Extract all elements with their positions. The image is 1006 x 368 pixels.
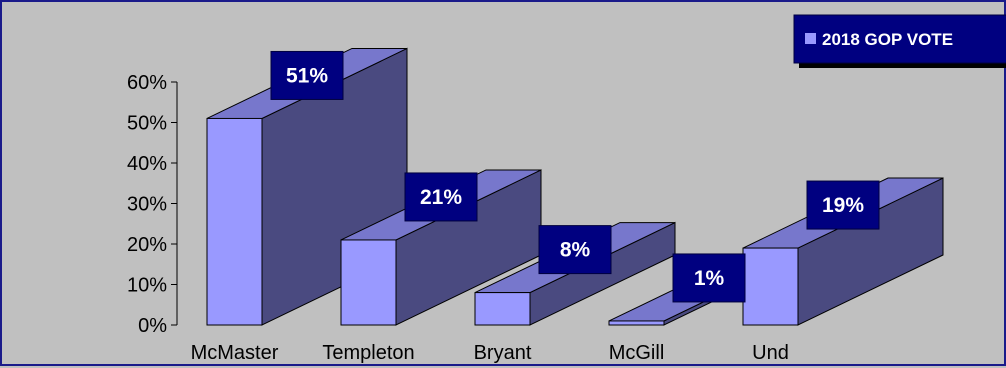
data-label: 21% (404, 172, 478, 222)
data-label-box (538, 225, 612, 275)
y-tick-label: 50% (127, 113, 167, 135)
y-tick-label: 40% (127, 153, 167, 175)
y-axis: 0% 10% 20% 30% 40% 50% 60% (127, 72, 178, 337)
data-label-box (806, 180, 880, 230)
data-label-text: 19% (822, 194, 864, 217)
data-label-box (404, 172, 478, 222)
bar-front-face (742, 247, 799, 326)
bar-templeton (340, 169, 542, 326)
data-label: 19% (806, 180, 880, 230)
legend-box (793, 14, 1006, 64)
x-tick-label: Bryant (474, 342, 532, 364)
bar-front-face (340, 239, 397, 326)
data-label-box (672, 253, 746, 303)
y-tick-label: 0% (138, 315, 167, 337)
legend: 2018 GOP VOTE (793, 14, 1006, 68)
data-label-text: 21% (420, 186, 462, 209)
bar-und (742, 177, 944, 326)
x-tick-label: Templeton (322, 342, 414, 364)
data-labels: McMaster 51% Templeton 21% Bryant 8% McGill 1% U… (191, 50, 880, 364)
data-label: 1% (672, 253, 746, 303)
bar-front-face (608, 320, 665, 326)
data-label: 51% (270, 50, 344, 100)
x-tick-label: Und (752, 342, 789, 364)
legend-swatch (805, 33, 816, 44)
bar-front-face (206, 117, 263, 326)
data-label-box (270, 50, 344, 100)
data-label: 8% (538, 225, 612, 275)
data-label-text: 51% (286, 64, 328, 87)
x-tick-label: McGill (609, 342, 665, 364)
y-tick-label: 60% (127, 72, 167, 94)
y-tick-label: 20% (127, 234, 167, 256)
x-tick-label: McMaster (191, 342, 279, 364)
legend-series-label: 2018 GOP VOTE (822, 30, 953, 49)
data-label-text: 8% (560, 239, 591, 262)
data-label-text: 1% (694, 267, 725, 290)
y-tick-label: 30% (127, 194, 167, 216)
y-tick-label: 10% (127, 275, 167, 297)
bar-front-face (474, 292, 531, 326)
